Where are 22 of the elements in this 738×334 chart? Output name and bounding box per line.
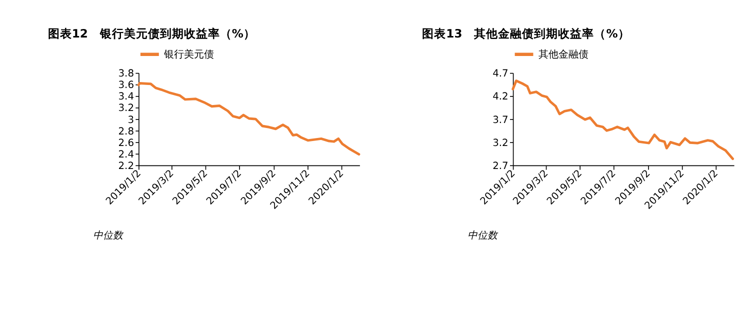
y-tick-label: 3.2 — [118, 103, 134, 114]
y-tick-label: 3.2 — [492, 138, 508, 149]
line-series — [512, 80, 734, 160]
y-tick-label: 3 — [128, 114, 134, 126]
y-tick-label: 3.7 — [492, 114, 508, 126]
y-tick-label: 4.2 — [492, 92, 508, 103]
legend-label: 银行美元债 — [163, 48, 214, 61]
legend-label: 其他金融债 — [538, 48, 588, 61]
y-tick-label: 2.4 — [118, 149, 134, 160]
text: 中位数 — [468, 230, 499, 242]
y-tick-label: 2.2 — [118, 160, 134, 172]
line-series — [137, 82, 360, 156]
y-tick-label: 3.6 — [118, 80, 134, 92]
chart-title: 图表12 银行美元债到期收益率（%） — [48, 26, 256, 40]
y-tick-label: 3.4 — [118, 92, 134, 103]
y-tick-label: 4.7 — [492, 68, 508, 80]
y-tick-label: 2.6 — [118, 138, 134, 149]
y-tick-label: 3.8 — [118, 68, 134, 80]
chart-title: 图表13 其他金融债到期收益率（%） — [422, 26, 630, 40]
y-tick-label: 2.8 — [118, 126, 134, 138]
y-tick-label: 2.7 — [492, 160, 508, 172]
text: 中位数 — [93, 230, 124, 242]
